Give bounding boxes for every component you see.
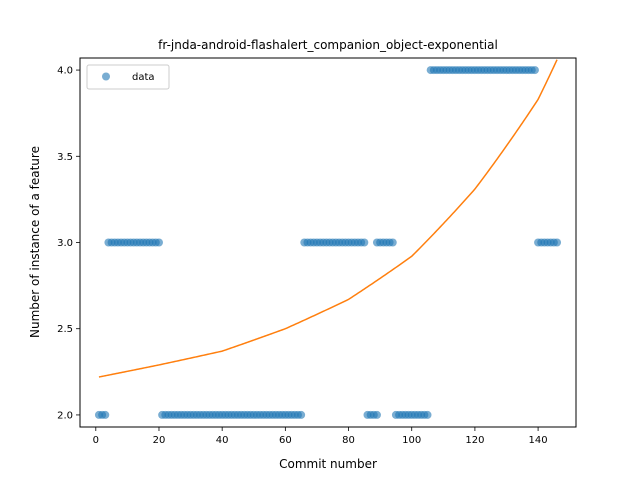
data-point: [388, 238, 397, 247]
x-tick-label: 80: [342, 435, 355, 446]
x-tick-label: 140: [529, 435, 548, 446]
y-tick-label: 4.0: [57, 66, 73, 77]
legend: data: [86, 64, 170, 90]
y-tick-label: 3.5: [57, 152, 73, 163]
legend-marker-data: [102, 72, 110, 81]
y-tick-label: 2.0: [57, 410, 73, 421]
data-point: [372, 410, 381, 419]
x-tick-label: 0: [93, 435, 99, 446]
x-tick-label: 100: [402, 435, 421, 446]
x-tick-label: 120: [465, 435, 484, 446]
y-axis-label: Number of instance of a feature: [28, 146, 42, 338]
x-tick-label: 40: [216, 435, 229, 446]
data-point: [154, 238, 163, 247]
data-point: [297, 410, 306, 419]
x-axis-label: Commit number: [279, 457, 377, 471]
data-point: [101, 410, 110, 419]
fit-line: [98, 59, 558, 378]
data-point: [423, 410, 432, 419]
y-axis: 2.0 2.5 3.0 3.5 4.0: [57, 66, 80, 421]
x-tick-label: 60: [279, 435, 292, 446]
data-point: [553, 238, 562, 247]
data-point: [360, 238, 369, 247]
plot-area: [94, 59, 562, 419]
y-tick-label: 2.5: [57, 324, 73, 335]
y-tick-label: 3.0: [57, 238, 73, 249]
x-tick-label: 20: [153, 435, 166, 446]
legend-box: [86, 64, 170, 90]
data-point: [530, 66, 539, 75]
x-axis: 0 20 40 60 80 100 120 140: [93, 427, 548, 446]
chart-title: fr-jnda-android-flashalert_companion_obj…: [158, 38, 498, 52]
legend-label-data: data: [132, 72, 155, 83]
